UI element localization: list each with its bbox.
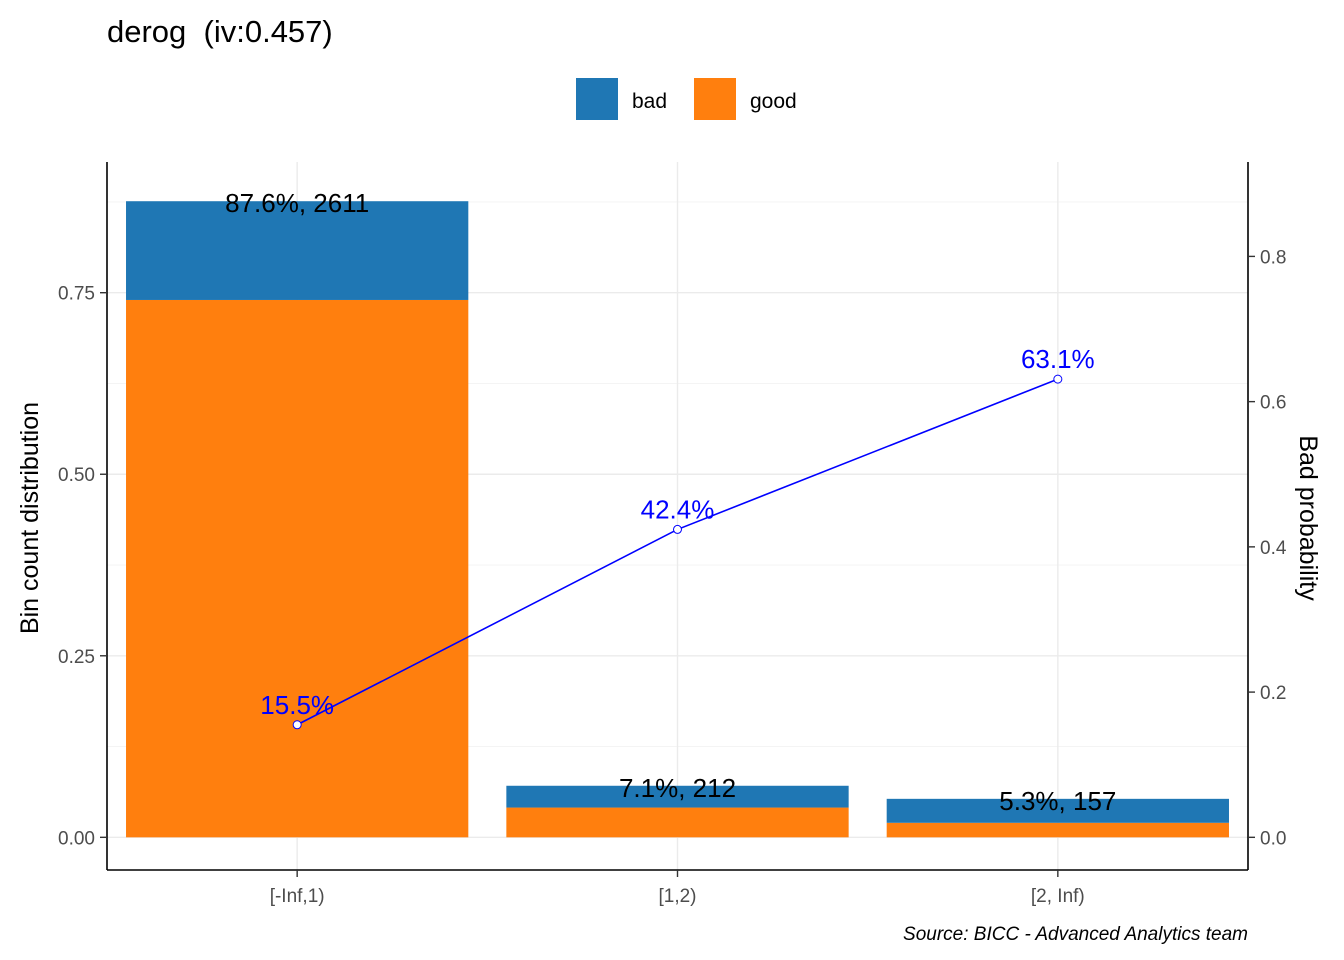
legend-swatch-good xyxy=(694,78,736,120)
x-tick-label: [2, Inf) xyxy=(1031,886,1085,907)
x-tick-label: [-Inf,1) xyxy=(270,886,325,907)
y-tick-label: 0.50 xyxy=(58,465,95,486)
probability-label: 15.5% xyxy=(260,690,334,720)
y-tick-label: 0.75 xyxy=(58,284,95,305)
legend-label-bad: bad xyxy=(632,90,667,113)
y-axis-title: Bin count distribution xyxy=(16,402,44,634)
bar-label: 87.6%, 2611 xyxy=(225,188,369,218)
labels: 87.6%, 2611 7.1%, 212 5.3%, 157 15.5% 42.4% 6… xyxy=(225,188,1116,816)
bad-probability-point xyxy=(292,720,302,730)
y2-tick-label: 0.6 xyxy=(1260,393,1286,414)
bar-good xyxy=(886,822,1229,838)
bar-good xyxy=(126,299,469,838)
bar-bad xyxy=(886,798,1229,823)
y-tick-label: 0.25 xyxy=(58,647,95,668)
y2-tick-label: 0.8 xyxy=(1260,247,1286,268)
bar-bad xyxy=(126,201,469,300)
bad-probability-point xyxy=(1053,374,1063,384)
y2-tick-label: 0.4 xyxy=(1260,538,1287,559)
bad-probability-point xyxy=(673,524,682,534)
legend: bad good xyxy=(576,78,797,120)
legend-label-good: good xyxy=(750,90,797,113)
probability-label: 42.4% xyxy=(641,494,715,524)
bar-bad xyxy=(506,785,849,808)
caption: Source: BICC - Advanced Analytics team xyxy=(903,924,1248,945)
bar-label: 7.1%, 212 xyxy=(619,773,736,803)
legend-swatch-bad xyxy=(576,78,618,120)
y2-tick-label: 0.2 xyxy=(1260,683,1286,704)
bars xyxy=(126,201,1229,838)
axes: 0.00 0.25 0.50 0.75 0.0 0.2 0.4 0.6 0.8 [-Inf,1) [… xyxy=(58,162,1287,907)
y-tick-label: 0.00 xyxy=(58,828,95,849)
probability-label: 63.1% xyxy=(1021,344,1095,374)
y2-axis-title: Bad probability xyxy=(1294,435,1322,601)
bar-label: 5.3%, 157 xyxy=(999,786,1116,816)
x-tick-label: [1,2) xyxy=(658,886,696,907)
bar-good xyxy=(506,807,849,838)
y2-tick-label: 0.0 xyxy=(1260,828,1286,849)
bad-probability-line xyxy=(292,374,1063,730)
chart-title: derog (iv:0.457) xyxy=(107,14,333,49)
